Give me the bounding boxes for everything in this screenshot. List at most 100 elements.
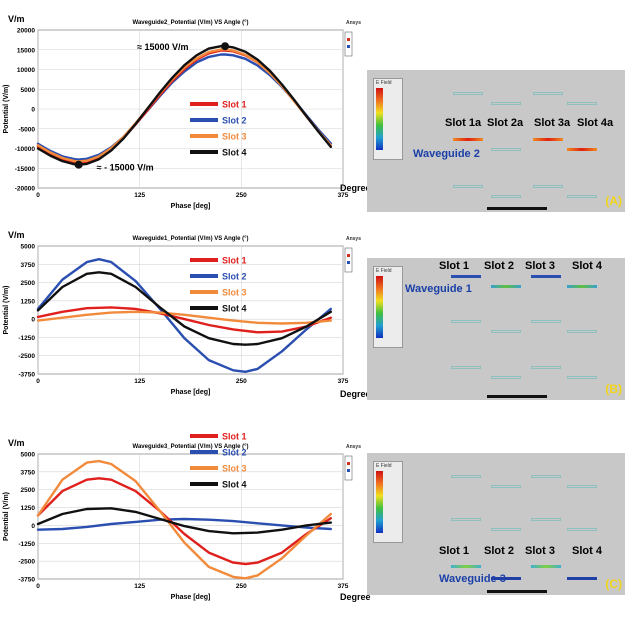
excited-slot	[567, 285, 597, 288]
toolbar-marker	[347, 254, 350, 257]
slot-label: Slot 1	[439, 545, 469, 557]
slot-outline	[451, 320, 481, 323]
y-tick-label: -3750	[18, 372, 35, 379]
legend-label: Slot 1	[222, 100, 247, 110]
y-tick-label: -5000	[18, 126, 35, 133]
series-line-slot-3	[36, 459, 332, 580]
data-marker	[221, 42, 230, 51]
chart-panel-b: -3750 -2500 -1250 0 1250 2500 3750 5000 0 125 250 3…	[0, 212, 371, 424]
brand-logo: Ansys	[346, 20, 361, 26]
annotation-max: ≈ 15000 V/m	[137, 42, 188, 52]
slot-outline	[567, 528, 597, 531]
x-tick-label: 0	[36, 378, 40, 385]
excited-slot	[533, 138, 563, 141]
brand-logo: Ansys	[346, 236, 361, 242]
slot-outline	[491, 528, 521, 531]
x-axis-label: Phase [deg]	[171, 594, 211, 601]
field-legend: E Field	[373, 461, 403, 543]
y-tick-label: 5000	[21, 452, 36, 459]
chart-toolbar-icon	[344, 31, 353, 57]
slot-label: Slot 2	[484, 545, 514, 557]
legend-label: Slot 2	[222, 448, 247, 458]
annotation-min: ≈ - 15000 V/m	[97, 163, 154, 173]
brand-logo: Ansys	[346, 444, 361, 450]
y-tick-label: -15000	[15, 166, 36, 173]
waveguide-label: Waveguide 1	[405, 283, 472, 295]
series-line-slot-3	[36, 310, 332, 325]
legend-label: Slot 3	[222, 288, 247, 298]
waveguide-label: Waveguide 3	[439, 573, 506, 585]
y-tick-label: -2500	[18, 353, 35, 360]
slot-outline	[567, 376, 597, 379]
excited-slot	[491, 577, 521, 580]
slot-label: Slot 1a	[445, 117, 482, 129]
slot-label: Slot 4	[572, 260, 602, 272]
y-tick-label: -1250	[18, 335, 35, 342]
legend-label: Slot 1	[222, 432, 247, 442]
slot-label: Slot 3a	[534, 117, 571, 129]
legend-label: Slot 1	[222, 256, 247, 266]
chart-svg-a: -20000 -15000 -10000 -5000 0 5000 10000 15000 20…	[3, 14, 361, 210]
y-tick-label: -3750	[18, 577, 35, 584]
y-tick-label: 5000	[21, 87, 36, 94]
slot-label: Slot 4a	[577, 117, 614, 129]
series-line-slot-3	[36, 48, 332, 163]
degree-label-c: Degree	[340, 592, 371, 602]
y-unit-label: V/m	[8, 438, 25, 448]
slot-outline	[453, 185, 483, 188]
slot-outline	[567, 102, 597, 105]
simulation-panel-c: E Field Slot 1 Slot 2 Slot 3 Slot 4 Wave…	[367, 453, 625, 595]
slot-outline	[531, 366, 561, 369]
panel-tag: (B)	[605, 382, 622, 396]
field-legend: E Field	[373, 266, 403, 348]
y-unit-label: V/m	[8, 230, 25, 240]
slot-outline	[451, 475, 481, 478]
slot-outline	[533, 92, 563, 95]
series-line-slot-4	[36, 507, 332, 535]
y-tick-label: 15000	[17, 47, 35, 54]
scale-bar	[487, 590, 547, 593]
excited-slot	[451, 275, 481, 278]
legend-label: Slot 2	[222, 116, 247, 126]
slot-outline	[451, 366, 481, 369]
data-marker	[74, 160, 83, 169]
slot-label: Slot 3	[525, 545, 555, 557]
color-scale-bar	[376, 88, 383, 150]
slot-outline	[451, 518, 481, 521]
y-tick-label: 2500	[21, 487, 36, 494]
y-tick-label: -10000	[15, 146, 36, 153]
chart-title: Waveguide3_Potential (V/m) VS Angle (°)	[133, 444, 249, 450]
x-tick-label: 250	[236, 192, 247, 199]
series-line-slot-1	[36, 477, 332, 566]
x-tick-label: 250	[236, 583, 247, 590]
y-tick-label: 3750	[21, 469, 36, 476]
x-tick-label: 0	[36, 583, 40, 590]
slot-label: Slot 4	[572, 545, 602, 557]
y-unit-label: V/m	[8, 14, 25, 24]
simulation-panel-a: E Field Slot 1a Slot 2a Slot 3a Slot 4a …	[367, 70, 625, 212]
slot-label: Slot 1	[439, 260, 469, 272]
chart-toolbar-icon	[344, 247, 353, 273]
toolbar-marker	[347, 38, 350, 41]
toolbar-marker	[347, 469, 350, 472]
slot-outline	[491, 376, 521, 379]
x-tick-label: 125	[134, 583, 145, 590]
y-tick-label: -20000	[15, 186, 36, 193]
chart-title: Waveguide1_Potential (V/m) VS Angle (°)	[133, 236, 249, 242]
y-tick-label: 0	[31, 523, 35, 530]
legend-label: Slot 4	[222, 148, 247, 158]
toolbar-marker	[347, 45, 350, 48]
chart-panel-c: -3750 -2500 -1250 0 1250 2500 3750 5000 0 125 250 3…	[0, 424, 371, 636]
excited-slot	[567, 577, 597, 580]
slot-label: Slot 3	[525, 260, 555, 272]
x-axis-label: Phase [deg]	[171, 389, 211, 396]
legend-label: Slot 2	[222, 272, 247, 282]
scale-bar	[487, 395, 547, 398]
chart-toolbar-icon	[344, 455, 353, 481]
y-tick-label: -2500	[18, 559, 35, 566]
slot-outline	[531, 518, 561, 521]
chart-panel-a: -20000 -15000 -10000 -5000 0 5000 10000 15000 20…	[0, 0, 371, 212]
y-tick-label: 5000	[21, 244, 36, 251]
toolbar-marker	[347, 261, 350, 264]
x-axis-label: Phase [deg]	[171, 203, 211, 210]
